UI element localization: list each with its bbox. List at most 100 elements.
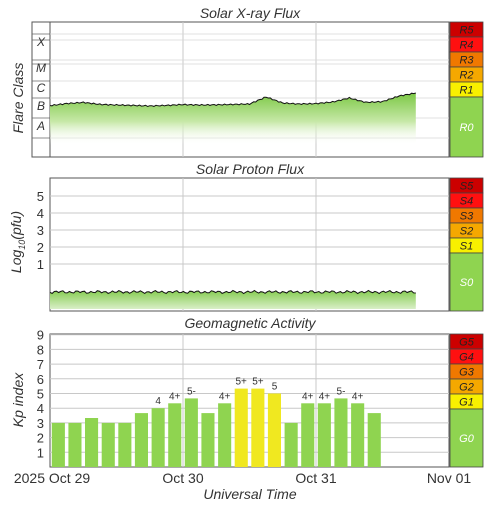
scale-label-s5: S5 (460, 181, 474, 193)
proton-tick-1: 1 (37, 257, 44, 272)
x-tick-label: 2025 Oct 29 (14, 470, 90, 486)
s-scale: S5 S4 S3 S2 S1 S0 (449, 177, 484, 312)
scale-label-g2: G2 (459, 382, 474, 394)
scale-label-s4: S4 (460, 196, 473, 208)
flare-class-b: B (37, 99, 45, 113)
scale-cell-r0 (449, 96, 484, 158)
xray-title: Solar X-ray Flux (200, 5, 301, 21)
proton-tick-labels: 5 4 3 2 1 (37, 189, 44, 272)
kp-bar-label: 5- (187, 386, 196, 397)
kp-tick-2: 2 (37, 431, 44, 446)
kp-bar (201, 413, 215, 467)
kp-bar (251, 388, 265, 467)
kp-bar-label: 4+ (302, 391, 314, 402)
kp-bar-labels: 4 4+ 5- 4+ 5+ 5+ 5 4+ 4+ 5- 4+ (155, 377, 363, 408)
xray-ylabel: Flare Class (10, 63, 26, 134)
r-scale: R5 R4 R3 R2 R1 R0 (449, 21, 484, 158)
scale-label-s1: S1 (460, 241, 473, 253)
flare-class-a: A (36, 119, 45, 133)
kp-bar-label: 5+ (252, 377, 264, 388)
kp-bar-label: 5- (337, 386, 346, 397)
kp-bar (334, 398, 348, 467)
proton-tick-5: 5 (37, 189, 44, 204)
kp-tick-9: 9 (37, 328, 44, 343)
scale-label-r5: R5 (459, 25, 474, 37)
kp-bar-label: 4+ (219, 391, 231, 402)
kp-bar (267, 393, 281, 467)
kp-bar (51, 422, 65, 467)
kp-bar (85, 418, 99, 467)
kp-grid (50, 334, 449, 467)
kp-bar (184, 398, 198, 467)
kp-bar (351, 403, 365, 467)
kp-bar-label: 4+ (319, 391, 331, 402)
x-tick-label: Nov 01 (427, 470, 472, 486)
scale-label-g5: G5 (459, 337, 475, 349)
x-tick-label: Oct 30 (162, 470, 203, 486)
x-axis-label: Universal Time (203, 486, 296, 502)
scale-label-r4: R4 (459, 40, 473, 52)
kp-tick-8: 8 (37, 342, 44, 357)
proton-tick-3: 3 (37, 223, 44, 238)
scale-label-r2: R2 (459, 70, 473, 82)
scale-label-g0: G0 (459, 433, 475, 445)
proton-flux-line (49, 289, 416, 295)
scale-label-g4: G4 (459, 352, 474, 364)
kp-bar (234, 388, 248, 467)
kp-tick-4: 4 (37, 401, 44, 416)
flare-class-m: M (36, 61, 46, 75)
xray-flux-area (50, 93, 416, 145)
xray-flux-line (49, 92, 416, 108)
proton-grid (50, 178, 449, 311)
kp-bar (101, 422, 115, 467)
scale-label-r0: R0 (459, 122, 474, 134)
scale-label-r1: R1 (459, 85, 473, 97)
proton-title: Solar Proton Flux (196, 161, 305, 177)
scale-label-g3: G3 (459, 367, 475, 379)
kp-bar (301, 403, 315, 467)
scale-label-g1: G1 (459, 397, 474, 409)
kp-bar (367, 413, 381, 467)
kp-tick-3: 3 (37, 416, 44, 431)
kp-bar (118, 422, 132, 467)
scale-label-s2: S2 (460, 226, 473, 238)
kp-ylabel: Kp index (10, 372, 26, 427)
kp-bars (51, 388, 381, 467)
scale-cell-g0 (449, 408, 484, 468)
x-tick-label: Oct 31 (295, 470, 336, 486)
kp-bar (151, 408, 165, 467)
kp-bar (218, 403, 232, 467)
kp-bar (284, 422, 298, 467)
kp-bar-label: 5+ (235, 377, 247, 388)
scale-label-s0: S0 (460, 277, 474, 289)
flare-class-c: C (37, 81, 46, 95)
flare-class-x: X (36, 35, 46, 49)
kp-bar (134, 413, 148, 467)
kp-bar-label: 4+ (352, 391, 364, 402)
flare-class-dividers (32, 33, 50, 139)
proton-ylabel: Log10(pfu) (8, 211, 27, 273)
kp-bar-label: 4 (155, 396, 161, 407)
proton-plot-area (49, 177, 450, 312)
kp-bar (68, 422, 82, 467)
kp-tick-6: 6 (37, 372, 44, 387)
kp-bar-label: 4+ (169, 391, 181, 402)
g-scale: G5 G4 G3 G2 G1 G0 (449, 333, 484, 468)
kp-bar (317, 403, 331, 467)
proton-flux-area (50, 290, 416, 309)
kp-plot-area (49, 333, 450, 468)
kp-bar-label: 5 (272, 382, 278, 393)
scale-label-s3: S3 (460, 211, 474, 223)
kp-tick-7: 7 (37, 357, 44, 372)
kp-tick-5: 5 (37, 387, 44, 402)
proton-tick-4: 4 (37, 206, 44, 221)
x-axis-tick-labels: 2025 Oct 29 Oct 30 Oct 31 Nov 01 (14, 470, 472, 486)
kp-title: Geomagnetic Activity (185, 315, 317, 331)
scale-label-r3: R3 (459, 55, 474, 67)
scale-cell-s0 (449, 252, 484, 312)
proton-tick-2: 2 (37, 240, 44, 255)
